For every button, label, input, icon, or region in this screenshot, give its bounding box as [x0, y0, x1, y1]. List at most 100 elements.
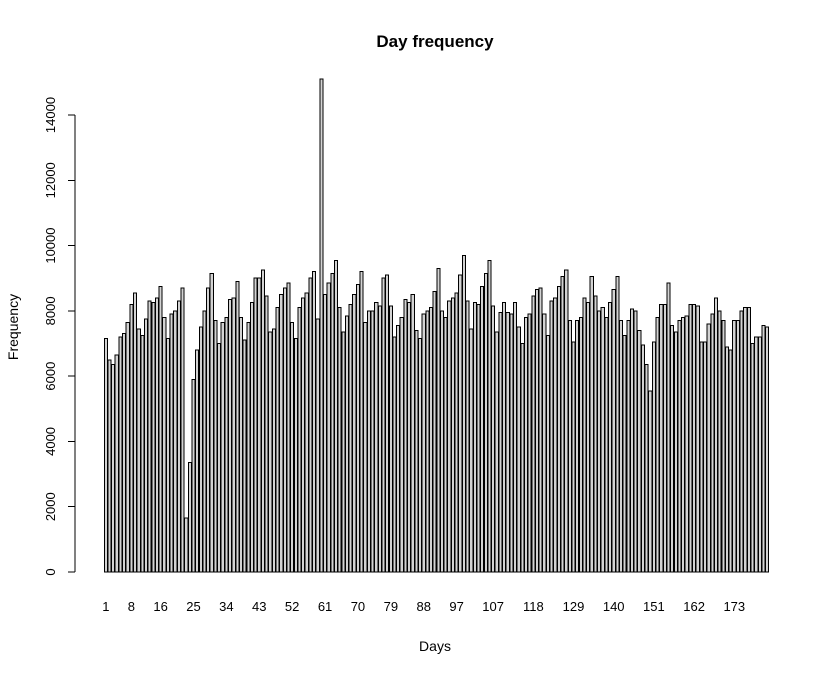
- bar-day-139: [608, 302, 613, 573]
- bar-day-30: [209, 272, 214, 573]
- bar-day-17: [162, 316, 167, 573]
- bar-day-10: [136, 328, 141, 573]
- bar-day-81: [396, 325, 401, 573]
- bar-day-89: [425, 310, 430, 573]
- bar-day-152: [655, 316, 660, 573]
- bar-day-118: [531, 295, 536, 573]
- bar-day-148: [640, 344, 646, 573]
- x-axis-tick-label: 140: [603, 599, 625, 614]
- bar-day-67: [344, 315, 350, 573]
- bar-day-96: [450, 297, 456, 573]
- bar-day-33: [220, 321, 225, 573]
- bar-day-45: [264, 295, 269, 573]
- x-axis-tick-label: 79: [384, 599, 398, 614]
- bar-day-73: [366, 310, 371, 573]
- bar-day-116: [523, 316, 529, 573]
- bar-day-119: [534, 289, 540, 573]
- bar-day-56: [304, 292, 309, 573]
- x-axis-tick-label: 88: [416, 599, 430, 614]
- bar-day-39: [242, 339, 247, 573]
- bar-day-162: [692, 303, 697, 573]
- bar-day-74: [370, 310, 375, 573]
- bar-day-121: [542, 313, 547, 573]
- bar-day-48: [275, 307, 280, 573]
- bar-day-127: [564, 269, 569, 573]
- bar-day-52: [290, 321, 295, 573]
- bar-day-161: [688, 303, 693, 573]
- bar-day-143: [622, 334, 627, 573]
- bar-day-158: [677, 320, 682, 573]
- bar-day-76: [377, 305, 382, 573]
- bar-day-108: [494, 331, 499, 573]
- bar-day-70: [355, 284, 361, 573]
- bar-day-175: [739, 310, 744, 573]
- x-axis-tick-label: 107: [482, 599, 504, 614]
- bar-day-43: [257, 277, 262, 573]
- bar-day-91: [432, 290, 437, 573]
- bar-day-5: [118, 336, 123, 573]
- bar-day-135: [593, 295, 598, 573]
- bar-day-131: [578, 316, 583, 573]
- bar-day-83: [403, 298, 408, 573]
- bar-day-77: [381, 277, 386, 573]
- y-axis-tick-label: 2000: [43, 492, 58, 521]
- y-axis-tick-label: 8000: [43, 296, 58, 325]
- bar-day-69: [352, 294, 357, 573]
- bar-day-28: [202, 310, 207, 573]
- bar-day-176: [743, 307, 748, 573]
- bar-day-160: [684, 315, 689, 573]
- bar-day-1: [103, 338, 108, 573]
- bar-day-63: [330, 272, 335, 573]
- bar-day-16: [158, 285, 163, 573]
- bar-day-114: [516, 326, 521, 573]
- bar-day-9: [133, 292, 138, 573]
- bar-day-159: [681, 316, 686, 573]
- bar-day-53: [293, 338, 298, 573]
- bar-day-103: [476, 303, 481, 573]
- bar-day-99: [461, 254, 466, 573]
- bar-day-138: [604, 316, 609, 573]
- bar-day-61: [323, 294, 328, 573]
- bar-day-167: [710, 313, 715, 573]
- bar-day-173: [732, 320, 737, 573]
- bar-day-113: [513, 302, 518, 573]
- bar-day-88: [421, 313, 426, 573]
- bar-day-155: [666, 282, 671, 573]
- bar-day-177: [746, 307, 751, 573]
- x-axis-tick-label: 1: [102, 599, 109, 614]
- bar-day-84: [407, 302, 412, 573]
- bar-day-166: [706, 323, 711, 573]
- bar-day-34: [224, 316, 229, 573]
- bar-day-7: [125, 321, 130, 573]
- bar-day-31: [213, 320, 218, 573]
- bar-day-123: [549, 300, 554, 573]
- bar-day-12: [143, 318, 149, 573]
- x-axis-tick-labels: 1 8 16 25 34 43 52 61 70 79 88 97 107 118 129 140 151 162…: [102, 599, 745, 614]
- x-axis-tick-label: 70: [351, 599, 365, 614]
- bar-day-169: [717, 310, 722, 573]
- bar-day-82: [399, 316, 404, 573]
- bar-day-145: [629, 308, 635, 573]
- bar-day-163: [695, 305, 700, 573]
- chart-title: Day frequency: [376, 32, 494, 51]
- bar-day-94: [443, 316, 448, 573]
- bar-day-93: [439, 310, 445, 573]
- bar-day-100: [465, 300, 470, 573]
- bar-day-182: [765, 326, 770, 573]
- x-axis-tick-label: 43: [252, 599, 266, 614]
- x-axis-tick-label: 8: [128, 599, 135, 614]
- bar-day-95: [447, 300, 452, 573]
- bars-group: [103, 78, 770, 573]
- bar-day-140: [611, 289, 616, 573]
- bar-day-36: [231, 297, 236, 573]
- bar-day-137: [600, 307, 605, 573]
- bar-day-38: [238, 316, 244, 573]
- bar-day-120: [538, 287, 543, 573]
- bar-day-144: [626, 320, 631, 573]
- bar-day-147: [637, 329, 642, 573]
- bar-day-54: [297, 307, 302, 573]
- bar-day-71: [359, 271, 364, 573]
- bar-day-105: [483, 272, 488, 573]
- bar-day-117: [527, 313, 532, 573]
- bar-day-122: [545, 334, 551, 573]
